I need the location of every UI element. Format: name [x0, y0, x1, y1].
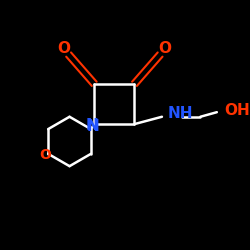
- Text: N: N: [86, 118, 99, 134]
- Text: OH: OH: [224, 103, 250, 118]
- Text: O: O: [158, 41, 171, 56]
- Text: O: O: [40, 148, 51, 162]
- Text: N: N: [86, 119, 99, 134]
- Text: NH: NH: [168, 106, 193, 120]
- Text: O: O: [58, 41, 70, 56]
